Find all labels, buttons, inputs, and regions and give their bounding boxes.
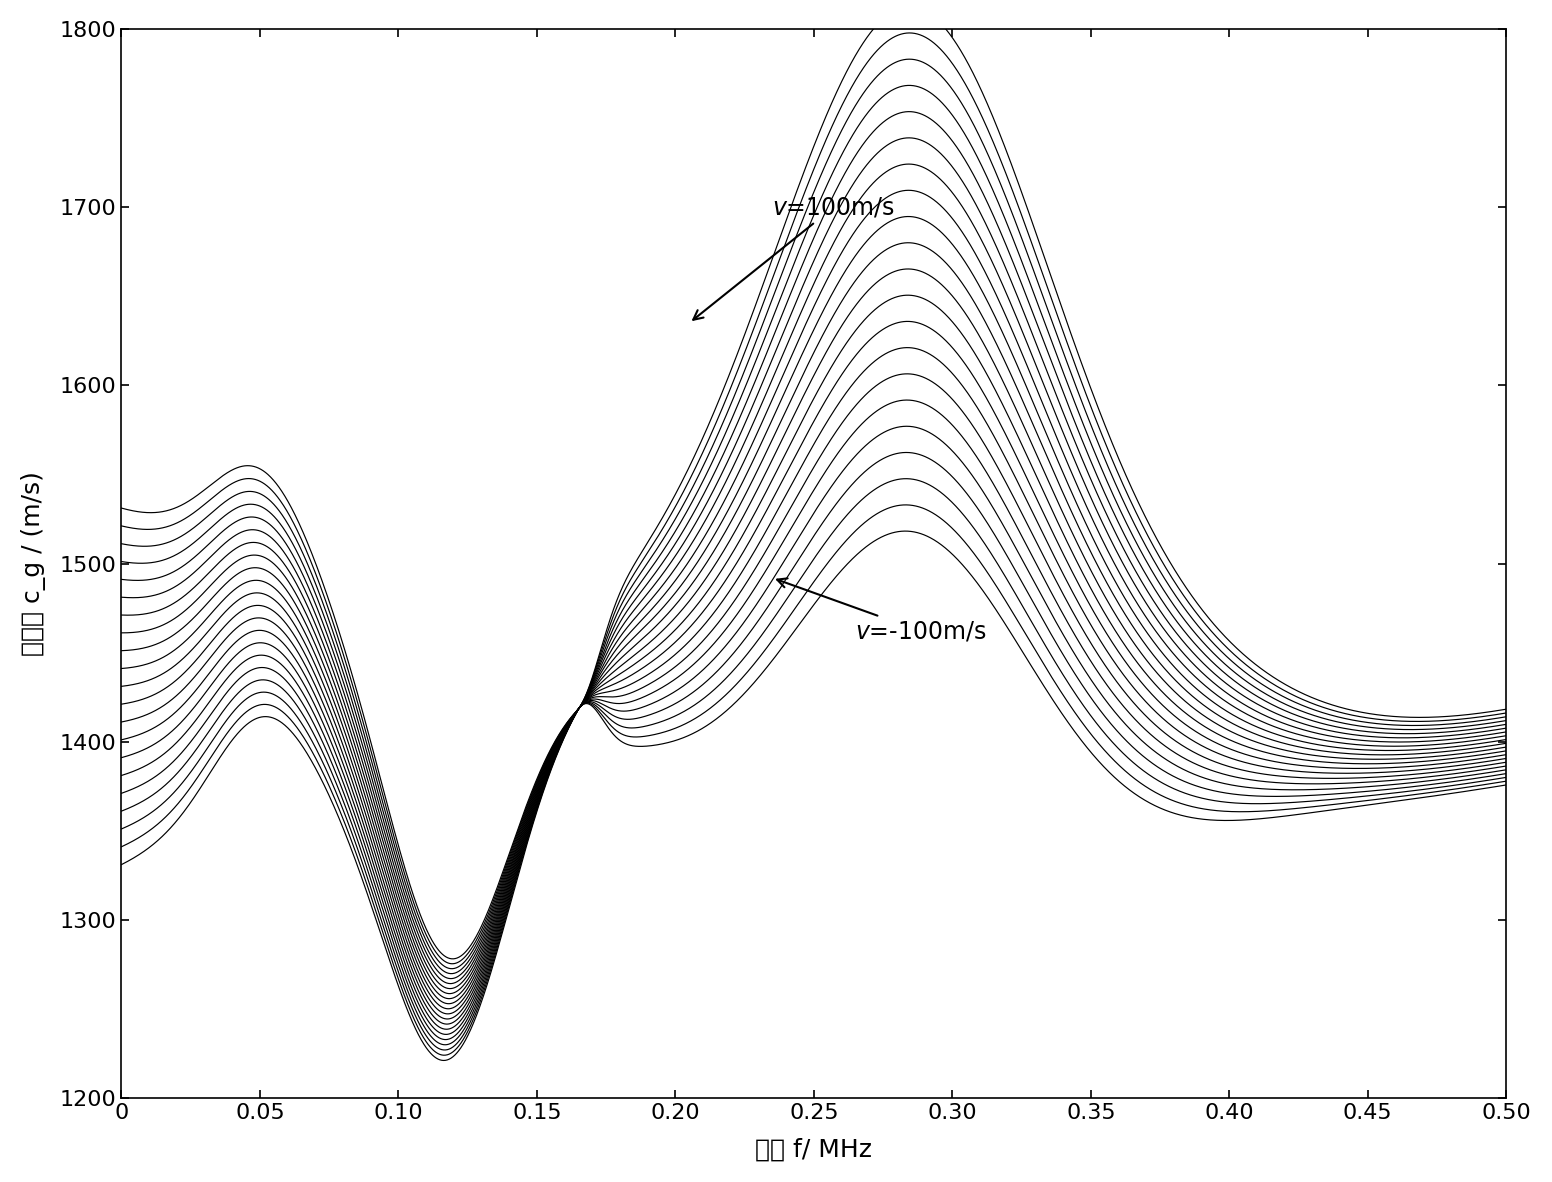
Y-axis label: 群速度 c_g / (m/s): 群速度 c_g / (m/s) <box>20 472 47 656</box>
X-axis label: 频率 f/ MHz: 频率 f/ MHz <box>756 1137 872 1161</box>
Text: $\it{v}$=100m/s: $\it{v}$=100m/s <box>694 195 896 320</box>
Text: $\it{v}$=-100m/s: $\it{v}$=-100m/s <box>778 578 987 643</box>
